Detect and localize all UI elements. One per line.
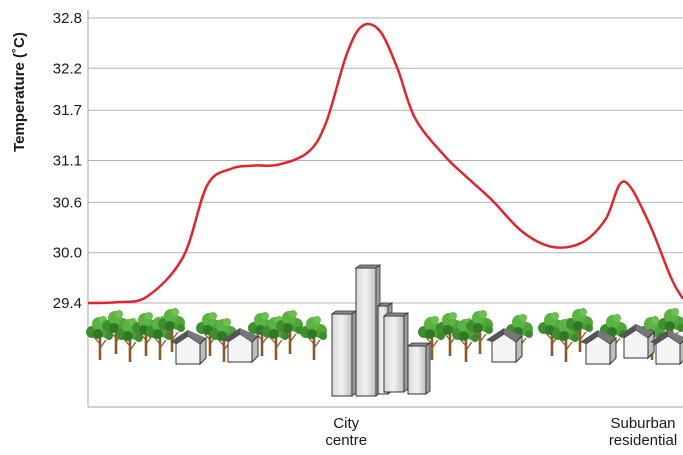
city-illustration bbox=[85, 264, 683, 397]
skyscraper-icon bbox=[330, 310, 358, 397]
y-axis-title: Temperature (˚C) bbox=[11, 32, 28, 152]
x-category-label: City centre bbox=[325, 415, 367, 449]
x-category-label-line: Suburban bbox=[610, 415, 675, 432]
series-lines bbox=[87, 22, 683, 305]
x-category-label-line: City bbox=[333, 415, 359, 432]
skyscraper-icon bbox=[382, 312, 410, 393]
tree-icon bbox=[299, 315, 328, 361]
y-tick-label: 31.7 bbox=[53, 102, 82, 119]
y-tick-label: 30.6 bbox=[53, 194, 82, 211]
gridlines bbox=[88, 17, 683, 304]
y-tick-label: 32.2 bbox=[53, 60, 82, 77]
y-tick-label: 32.8 bbox=[53, 10, 82, 27]
x-category-labels: City centre Suburban residential bbox=[325, 415, 677, 449]
y-tick-label: 29.4 bbox=[53, 295, 82, 312]
x-category-label: Suburban residential bbox=[609, 415, 677, 449]
x-category-label-line: residential bbox=[609, 432, 677, 449]
skyscraper-icon bbox=[354, 264, 382, 397]
y-tick-label: 30.0 bbox=[53, 245, 82, 262]
y-tick-labels: 29.4 30.0 30.6 31.1 31.7 32.2 32.8 bbox=[53, 10, 82, 312]
x-category-label-line: centre bbox=[325, 432, 367, 449]
axes bbox=[87, 10, 683, 408]
y-tick-label: 31.1 bbox=[53, 153, 82, 170]
skyscraper-icon bbox=[406, 342, 432, 395]
temperature-series-line bbox=[87, 22, 683, 305]
